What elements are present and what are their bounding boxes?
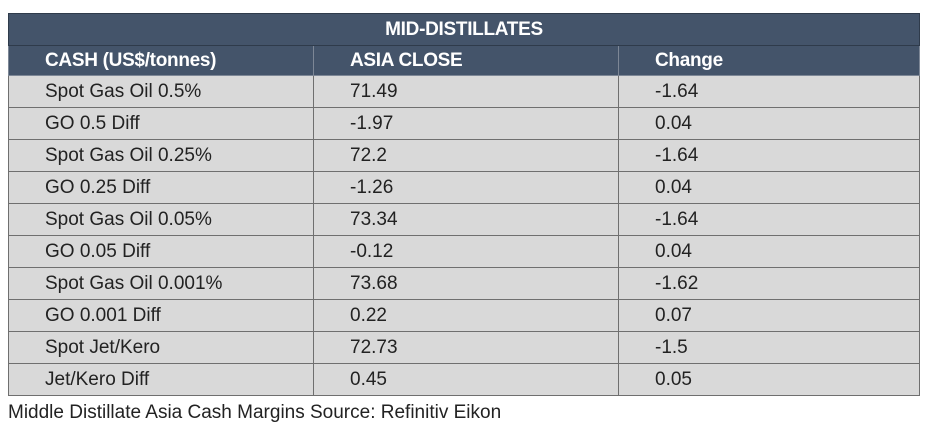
product-cell: Spot Gas Oil 0.001% bbox=[8, 267, 314, 300]
product-cell: Spot Gas Oil 0.05% bbox=[8, 203, 314, 236]
table-row: Spot Gas Oil 0.001% 73.68 -1.62 bbox=[8, 267, 921, 300]
table-row: Jet/Kero Diff 0.45 0.05 bbox=[8, 363, 921, 396]
table-title: MID-DISTILLATES bbox=[7, 13, 921, 46]
table-row: GO 0.001 Diff 0.22 0.07 bbox=[8, 299, 921, 332]
mid-distillates-table-container: MID-DISTILLATES CASH (US$/tonnes) ASIA C… bbox=[7, 13, 921, 396]
product-cell: Spot Gas Oil 0.25% bbox=[8, 139, 314, 172]
product-cell: Jet/Kero Diff bbox=[8, 363, 314, 396]
asia-close-cell: 73.34 bbox=[313, 203, 619, 236]
change-cell: -1.64 bbox=[617, 139, 921, 172]
asia-close-cell: 71.49 bbox=[313, 75, 619, 108]
product-cell: GO 0.5 Diff bbox=[8, 107, 314, 140]
change-cell: -1.64 bbox=[617, 203, 921, 236]
asia-close-cell: 72.73 bbox=[313, 331, 619, 364]
asia-close-cell: -1.26 bbox=[313, 171, 619, 204]
change-cell: 0.04 bbox=[617, 171, 921, 204]
change-cell: -1.64 bbox=[617, 75, 921, 108]
asia-close-cell: 0.45 bbox=[313, 363, 619, 396]
table-caption: Middle Distillate Asia Cash Margins Sour… bbox=[8, 402, 502, 423]
change-cell: 0.04 bbox=[617, 235, 921, 268]
table-row: Spot Jet/Kero 72.73 -1.5 bbox=[8, 331, 921, 364]
table-row: GO 0.05 Diff -0.12 0.04 bbox=[8, 235, 921, 268]
product-cell: GO 0.25 Diff bbox=[8, 171, 314, 204]
column-header-change: Change bbox=[617, 45, 921, 76]
change-cell: 0.05 bbox=[617, 363, 921, 396]
change-cell: 0.07 bbox=[617, 299, 921, 332]
table-row: GO 0.25 Diff -1.26 0.04 bbox=[8, 171, 921, 204]
asia-close-cell: 73.68 bbox=[313, 267, 619, 300]
asia-close-cell: -1.97 bbox=[313, 107, 619, 140]
table-row: Spot Gas Oil 0.05% 73.34 -1.64 bbox=[8, 203, 921, 236]
column-header-asia-close: ASIA CLOSE bbox=[313, 45, 619, 76]
change-cell: 0.04 bbox=[617, 107, 921, 140]
product-cell: Spot Jet/Kero bbox=[8, 331, 314, 364]
table-row: Spot Gas Oil 0.25% 72.2 -1.64 bbox=[8, 139, 921, 172]
asia-close-cell: 0.22 bbox=[313, 299, 619, 332]
product-cell: GO 0.05 Diff bbox=[8, 235, 314, 268]
table-header-row: CASH (US$/tonnes) ASIA CLOSE Change bbox=[8, 45, 921, 76]
asia-close-cell: 72.2 bbox=[313, 139, 619, 172]
asia-close-cell: -0.12 bbox=[313, 235, 619, 268]
mid-distillates-table: MID-DISTILLATES CASH (US$/tonnes) ASIA C… bbox=[7, 13, 921, 396]
change-cell: -1.62 bbox=[617, 267, 921, 300]
product-cell: Spot Gas Oil 0.5% bbox=[8, 75, 314, 108]
table-title-row: MID-DISTILLATES bbox=[7, 13, 921, 46]
product-cell: GO 0.001 Diff bbox=[8, 299, 314, 332]
column-header-cash: CASH (US$/tonnes) bbox=[8, 45, 314, 76]
table-row: Spot Gas Oil 0.5% 71.49 -1.64 bbox=[8, 75, 921, 108]
change-cell: -1.5 bbox=[617, 331, 921, 364]
table-row: GO 0.5 Diff -1.97 0.04 bbox=[8, 107, 921, 140]
